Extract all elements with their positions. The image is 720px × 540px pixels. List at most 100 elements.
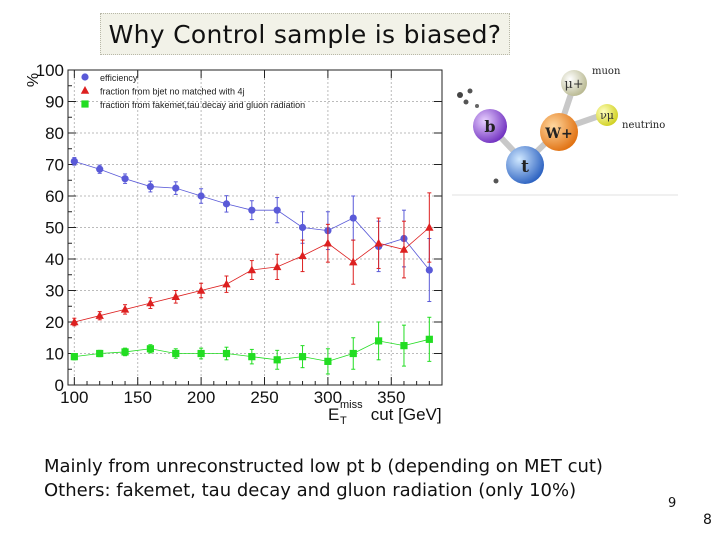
data-point [222,279,231,288]
data-point [272,262,282,271]
data-point [349,257,358,266]
data-point [95,311,104,319]
y-axis-label: % [25,73,42,87]
y-tick-label: 0 [55,376,64,395]
x-tick-label: 350 [377,388,405,407]
data-point [298,251,307,260]
series-3 [70,316,433,375]
top-quark: t [506,146,544,184]
data-point [121,348,129,356]
data-point [399,245,409,253]
data-point [324,357,332,365]
x-axis-label: E miss T cut [GeV] [328,399,442,427]
x-label-sub: T [340,415,347,427]
page-number: 8 [703,512,712,528]
data-point [248,206,256,214]
svg-text:b: b [484,117,495,136]
data-point [222,200,231,208]
svg-text:t: t [521,157,529,177]
data-point [70,353,78,361]
data-point [120,304,130,313]
svg-text:νμ: νμ [600,109,614,122]
data-point [70,317,79,326]
y-tick-label: 100 [36,62,64,80]
page-number-small: 9 [668,496,677,511]
data-point [425,223,434,231]
data-point [247,265,257,274]
small-particle-3 [463,99,469,105]
y-tick-label: 40 [45,250,64,269]
data-point [96,165,104,173]
svg-text:μ+: μ+ [564,77,583,92]
small-particle-4 [475,104,479,108]
data-point [323,238,333,247]
data-point [146,298,155,307]
y-tick-label: 30 [45,282,64,301]
small-particle-2 [467,88,473,94]
data-point [197,349,205,358]
w-boson: W+ [540,113,578,151]
small-particle-5 [493,178,499,184]
top-decay-diagram: μ+ muon νμ neutrino W+ b t [452,66,678,196]
x-tick-label: 200 [187,388,215,407]
x-tick-label: 100 [60,388,88,407]
y-tick-label: 10 [45,345,64,364]
neutrino-label: neutrino [622,120,665,131]
series-2 [70,192,434,327]
x-tick-label: 150 [124,388,152,407]
slide-title: Why Control sample is biased? [108,19,502,49]
data-point [425,335,433,343]
data-point [248,353,256,361]
data-point [172,184,180,192]
data-point [425,266,433,274]
plot-frame [67,69,443,386]
legend-marker-2 [80,86,90,94]
y-tick-label: 60 [45,187,64,206]
data-point [349,349,357,358]
data-point [172,349,180,358]
muon-particle: μ+ [561,70,587,96]
legend-marker-3 [81,100,89,108]
data-point [96,349,104,358]
data-point [273,206,281,214]
data-point [196,286,206,294]
svg-text:E: E [328,405,339,424]
neutrino-particle: νμ [596,104,618,126]
y-tick-label: 80 [45,124,64,143]
legend-label-1: efficiency [100,73,138,83]
slide-title-box: Why Control sample is biased? [100,13,510,55]
data-point [171,292,180,300]
legend-label-2: fraction from bjet no matched with 4j [100,87,245,97]
x-label-E: E [328,405,339,424]
y-tick-label: 50 [45,219,64,238]
data-point [146,182,155,191]
data-point [375,337,383,345]
body-line-1: Mainly from unreconstructed low pt b (de… [44,456,603,477]
y-tick-label: 20 [45,313,64,332]
data-point [121,175,129,183]
legend-marker-1 [81,73,89,81]
data-point [197,192,205,200]
data-point [298,223,307,232]
body-line-2: Others: fakemet, tau decay and gluon rad… [44,480,577,501]
data-point [273,356,281,364]
muon-label: muon [592,66,621,77]
y-tick-label: 70 [45,156,64,175]
small-particle-1 [457,92,463,98]
legend-label-3: fraction from fakemet,tau decay and gluo… [100,100,305,110]
data-point [374,238,383,247]
data-point [400,342,408,350]
svg-text:W+: W+ [544,126,572,142]
y-tick-label: 90 [45,93,64,112]
x-label-sup: miss [340,399,363,411]
b-quark: b [473,109,507,143]
data-point [70,157,78,165]
x-tick-label: 250 [250,388,278,407]
data-point [349,214,357,222]
efficiency-chart: 0 10 20 30 40 50 60 70 80 90 100 100 150 200 250 300 350… [25,62,443,427]
data-point [146,345,155,353]
x-label-rest: cut [GeV] [366,405,442,424]
data-point [222,349,231,358]
x-tick-label: 300 [314,388,342,407]
data-point [298,353,307,361]
